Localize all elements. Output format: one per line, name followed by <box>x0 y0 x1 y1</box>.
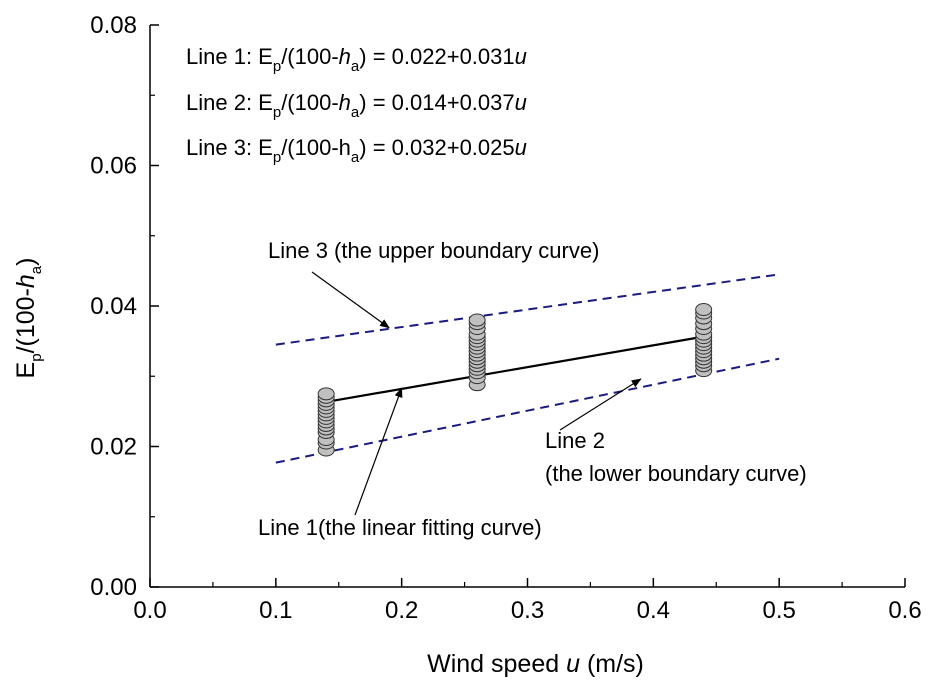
equation-line-3: Line 3: Ep/(100-ha) = 0.032+0.025u <box>186 135 527 166</box>
axes <box>149 24 906 588</box>
x-tick-label: 0.2 <box>385 597 418 624</box>
equations: Line 1: Ep/(100-ha) = 0.022+0.031u Line 2… <box>186 44 527 166</box>
x-tick-label: 0.0 <box>133 597 166 624</box>
annotation-label-3: Line 1(the linear fitting curve) <box>258 515 542 540</box>
tick-labels: 0.0 0.1 0.2 0.3 0.4 0.5 0.6 0.00 0.02 0.04 0.06 0.0… <box>90 12 921 624</box>
annotation-label-2: Line 2 (the lower boundary curve) <box>545 428 807 486</box>
line-1-fit-line <box>325 335 704 404</box>
x-tick-label: 0.6 <box>888 597 921 624</box>
data-points <box>317 303 713 457</box>
y-tick-label: 0.08 <box>90 12 137 39</box>
x-axis-title: Wind speed u (m/s) <box>427 650 644 678</box>
equation-line-2: Line 2: Ep/(100-ha) = 0.014+0.037u <box>186 90 527 121</box>
data-point <box>317 387 335 401</box>
line-3-dashed-line <box>275 273 780 346</box>
x-tick-label: 0.5 <box>762 597 795 624</box>
x-axis-title-prefix: Wind speed <box>427 650 566 678</box>
y-axis-title-mid: /(100- <box>12 288 40 353</box>
y-axis-title-close: ) <box>12 258 40 266</box>
annotation-arrow-3 <box>354 387 403 516</box>
x-tick-label: 0.1 <box>259 597 292 624</box>
x-tick-label: 0.4 <box>637 597 670 624</box>
annotation-label-1: Line 3 (the upper boundary curve) <box>268 238 599 263</box>
fit-lines <box>275 273 780 464</box>
annotations: Line 3 (the upper boundary curve) Line 2(… <box>258 238 807 540</box>
data-point <box>468 313 486 327</box>
y-tick-label: 0.04 <box>90 293 137 320</box>
equation-line-1: Line 1: Ep/(100-ha) = 0.022+0.031u <box>186 44 527 75</box>
annotation-arrow-1 <box>311 271 390 329</box>
line-2-dashed-line <box>275 357 780 464</box>
y-axis-title-h-sub: a <box>28 265 45 274</box>
x-tick-label: 0.3 <box>511 597 544 624</box>
y-tick-label: 0.06 <box>90 153 137 180</box>
y-axis-title-e-sub: p <box>28 353 45 361</box>
x-axis-title-var: u <box>566 650 580 678</box>
y-tick-label: 0.00 <box>90 574 137 601</box>
y-axis-title: Ep/(100-ha) <box>12 258 45 379</box>
y-axis-title-h: h <box>12 274 40 288</box>
annotation-arrow-2 <box>559 378 642 431</box>
y-tick-label: 0.02 <box>90 434 137 461</box>
y-axis-title-e: E <box>12 362 40 379</box>
x-axis-title-suffix: (m/s) <box>580 650 644 678</box>
data-point <box>695 303 713 317</box>
